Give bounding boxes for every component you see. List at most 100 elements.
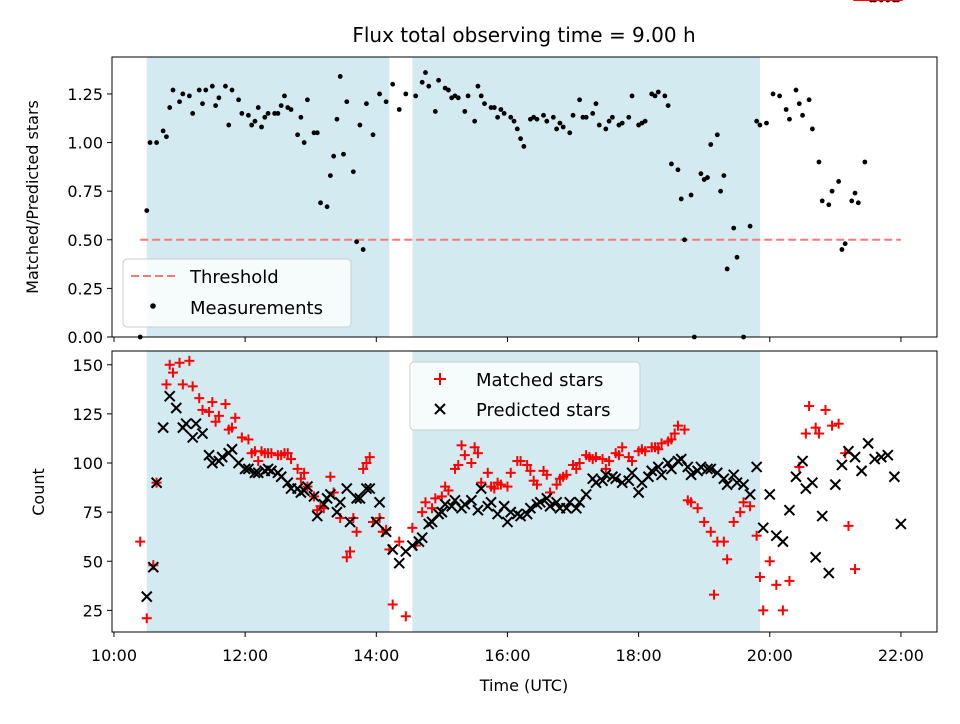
predicted-star-point (695, 461, 707, 473)
measurement-point (583, 114, 589, 120)
matched-star-point (515, 456, 526, 467)
matched-star-point (771, 579, 782, 590)
matched-star-point (751, 530, 762, 541)
measurement-point (360, 247, 366, 252)
matched-star-point (728, 516, 739, 527)
predicted-star-point (475, 482, 487, 495)
predicted-star-point (816, 510, 828, 522)
matched-star-point (784, 575, 795, 586)
matched-star-point (850, 564, 861, 575)
measurement-point (200, 101, 205, 107)
measurement-point (567, 130, 573, 136)
x-axis-label: Time (UTC) (479, 676, 568, 695)
measurement-point (154, 140, 159, 145)
measurements-legend-swatch (150, 303, 156, 309)
matched-star-point (345, 546, 356, 557)
predicted-star-point (685, 469, 697, 481)
measurement-point (455, 95, 461, 101)
measurement-point (554, 126, 560, 132)
predicted-star-point (308, 490, 320, 503)
measurement-point (180, 91, 186, 97)
measurement-point (265, 110, 271, 116)
measurement-point (541, 112, 546, 118)
matched-star-point (722, 554, 733, 565)
measurement-point (675, 167, 681, 173)
predicted-star-point (373, 496, 386, 509)
measurement-point (829, 188, 835, 194)
matched-star-point (640, 446, 651, 457)
predicted-star-point (249, 467, 261, 479)
matched-star-point (174, 357, 185, 368)
measurement-point (301, 140, 307, 145)
predicted-star-point (609, 473, 622, 485)
y-tick-label: 0.50 (67, 231, 103, 250)
measurement-point (295, 132, 300, 138)
matched-star-point (361, 458, 372, 469)
matched-star-point (167, 367, 178, 378)
measurement-point (275, 110, 281, 116)
predicted-star-point (157, 421, 169, 434)
predicted-star-point (364, 482, 376, 495)
matched-star-point (400, 611, 411, 622)
measurement-point (688, 192, 694, 198)
matched-star-point (227, 422, 238, 433)
predicted-star-point (655, 469, 668, 481)
matched-star-point (358, 463, 369, 474)
matched-star-point (177, 379, 188, 390)
measurement-point (819, 198, 825, 204)
measurement-point (246, 112, 251, 118)
predicted-star-point (790, 471, 802, 483)
predicted-star-point (895, 518, 907, 530)
x-tick-label: 22:00 (878, 646, 924, 665)
predicted-star-point (855, 465, 868, 477)
measurement-point (396, 107, 402, 112)
measurement-point (777, 93, 783, 99)
predicted-star-point (550, 496, 563, 509)
measurement-point (341, 151, 346, 157)
measurement-point (314, 130, 320, 136)
matched-star-point (266, 448, 277, 459)
measurement-point (770, 91, 776, 97)
matched-star-point (502, 481, 513, 492)
predicted-star-point (626, 467, 638, 479)
matched-star-point (679, 424, 690, 435)
chart-title: Flux total observing time = 9.00 h (352, 23, 695, 47)
matched-legend-label: Matched stars (476, 370, 603, 391)
matched-star-point (777, 605, 788, 616)
measurement-point (577, 97, 582, 103)
measurement-point (718, 188, 723, 194)
y-tick-label: 25 (83, 601, 103, 620)
predicted-star-point (596, 474, 609, 487)
measurement-point (177, 99, 182, 105)
measurement-point (357, 122, 363, 128)
top-legend: Threshold Measurements (122, 258, 352, 328)
bottom-y-ticks: 25 50 75 100 125 150 (72, 356, 112, 620)
matched-legend-swatch (434, 373, 446, 385)
measurement-point (196, 87, 202, 93)
matched-star-point (407, 522, 418, 533)
predicted-legend-label: Predicted stars (476, 400, 610, 421)
measurement-point (331, 153, 337, 159)
matched-star-point (394, 536, 405, 547)
measurement-point (501, 110, 507, 116)
predicted-star-point (485, 496, 497, 509)
predicted-star-point (731, 476, 743, 489)
predicted-star-point (727, 469, 740, 481)
measurement-point (327, 173, 333, 179)
measurement-point (203, 87, 209, 93)
matched-star-point (299, 467, 310, 478)
measurement-point (223, 83, 228, 89)
count-points (135, 0, 907, 624)
measurement-point (236, 97, 241, 103)
measurement-point (472, 118, 478, 124)
measurement-point (318, 200, 323, 206)
measurement-point (249, 122, 255, 128)
measurement-point (419, 79, 425, 85)
matched-star-point (804, 401, 815, 412)
matched-star-point (827, 420, 838, 431)
measurement-point (423, 70, 428, 75)
measurement-point (800, 112, 805, 118)
measurement-point (708, 142, 714, 147)
predicted-star-point (344, 516, 356, 528)
matched-star-point (210, 416, 221, 427)
